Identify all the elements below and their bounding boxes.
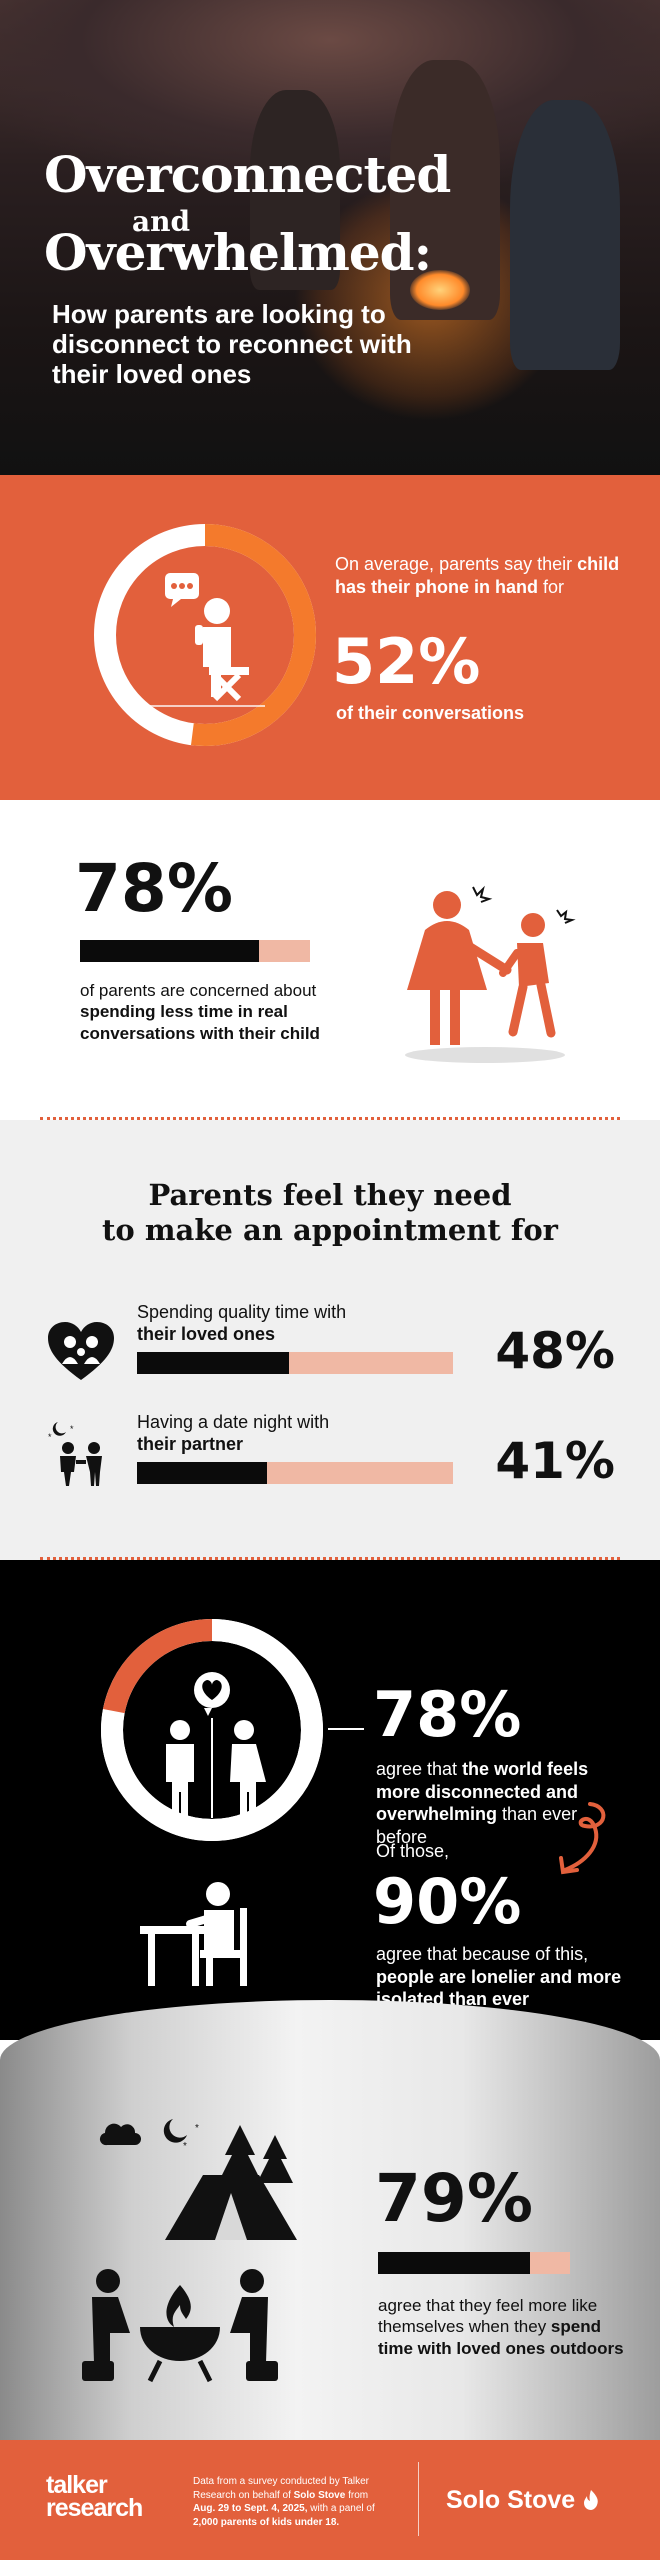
phone-stat-caption: of their conversations [336, 703, 525, 723]
outdoors-bar [378, 2252, 570, 2274]
hero-section: Overconnected and Overwhelmed: How paren… [0, 0, 660, 475]
appointment-bar-fill [137, 1462, 267, 1484]
row2-label-bold: their partner [137, 1433, 244, 1454]
solo-stove-logo: Solo Stove [446, 2486, 600, 2515]
appointment-title: Parents feel they need to make an appoin… [0, 1178, 660, 1249]
note-part: with a panel of [307, 2503, 375, 2514]
row1-label-bold: their loved ones [137, 1323, 276, 1344]
donut-remainder-arc [101, 1619, 323, 1841]
footer: talker research Data from a survey condu… [0, 2440, 660, 2560]
campfire-glow [410, 270, 470, 310]
note-part: Data from a survey conducted by Talker R… [193, 2476, 370, 2501]
disconnected-donut-chart [101, 1619, 323, 1841]
fire-pit-gathering-icon [82, 2269, 278, 2383]
appointment-title-line2: to make an appointment for [102, 1213, 558, 1248]
appointment-row-label: Having a date night with their partner [137, 1412, 329, 1455]
concern-stat-section: 78% of parents are concerned about spend… [0, 800, 660, 1120]
appointment-bar-fill [137, 1352, 289, 1374]
isolated-percent: 90% [373, 1865, 522, 1938]
hero-photo-person [250, 90, 340, 290]
svg-text:*: * [48, 1432, 52, 1442]
talker-research-logo: talker research [46, 2471, 143, 2522]
hero-photo-person [510, 100, 620, 370]
outdoors-section: * * 79% agree that they feel more like th… [0, 2000, 660, 2440]
parent-child-tugging-icon [405, 885, 576, 1063]
appointment-row-label: Spending quality time with their loved o… [137, 1302, 346, 1345]
concern-bar-fill [80, 940, 260, 962]
talker-logo-line1: talker [46, 2471, 108, 2499]
couple-night-icon: ** [48, 1422, 102, 1486]
outdoors-text-before: agree that they feel more like themselve… [378, 2296, 598, 2337]
appointment-bar [137, 1462, 453, 1484]
phone-donut-chart [94, 524, 316, 746]
disconnected-percent: 78% [373, 1678, 522, 1751]
note-bold: Solo Stove [293, 2489, 346, 2501]
section-divider [40, 1117, 620, 1120]
disconnected-text-after: than ever before [376, 1804, 578, 1847]
isolated-text: agree that because of this, people are l… [376, 1943, 626, 2011]
phone-text-after: for [538, 577, 565, 598]
note-bold: Aug. 29 to Sept. 4, 2025, [193, 2503, 308, 2514]
disconnected-text-bold: the world feels more disconnected and ov… [376, 1759, 589, 1824]
row2-label: Having a date night with [137, 1412, 330, 1432]
phone-text-bold: child has their phone in hand [335, 554, 620, 598]
of-those-label: Of those, [376, 1841, 450, 1861]
concern-text-before: of parents are concerned about [80, 981, 317, 1000]
appointment-percent: 48% [495, 1322, 615, 1380]
family-heart-icon [48, 1322, 114, 1380]
note-bold: 2,000 parents of kids under 18. [193, 2516, 340, 2528]
phone-text-before: On average, parents say their [335, 554, 573, 574]
hero-title-line1: Overconnected [44, 145, 451, 204]
person-on-phone-icon [145, 573, 265, 707]
talker-logo-line2: research [46, 2493, 143, 2522]
row1-label: Spending quality time with [137, 1302, 347, 1322]
person-alone-at-table-icon [140, 1882, 247, 1986]
disconnected-section: 78% agree that the world feels more disc… [0, 1560, 660, 2040]
svg-text:*: * [183, 2141, 187, 2152]
appointment-percent: 41% [495, 1432, 615, 1490]
outdoors-percent: 79% [375, 2160, 533, 2237]
disconnected-text-before: agree that [376, 1759, 463, 1779]
survey-source-note: Data from a survey conducted by Talker R… [193, 2475, 393, 2529]
phone-stat-section: On average, parents say their child has … [0, 475, 660, 800]
svg-text:*: * [195, 2123, 199, 2134]
solo-stove-wordmark: Solo Stove [446, 2486, 576, 2514]
outdoors-text-bold: spend time with loved ones outdoors [378, 2317, 624, 2358]
section-divider [40, 1557, 620, 1560]
hero-title-line2: Overwhelmed: [44, 223, 432, 282]
appointment-title-line1: Parents feel they need [148, 1178, 512, 1212]
hero-title-and: and [132, 205, 191, 238]
concern-percent: 78% [75, 850, 233, 927]
curved-arrow-icon [559, 1802, 606, 1875]
outdoors-bar-fill [378, 2252, 530, 2274]
flame-icon [584, 2490, 598, 2510]
isolated-text-before: agree that because of this, [376, 1944, 589, 1964]
callout-line [328, 1728, 364, 1730]
concern-bar [80, 940, 310, 962]
svg-text:*: * [70, 1424, 74, 1434]
hero-subtitle: How parents are looking to disconnect to… [52, 299, 412, 389]
phone-stat-text: On average, parents say their child has … [335, 553, 625, 600]
phone-stat-percent: 52% [332, 625, 481, 698]
footer-divider [418, 2462, 419, 2536]
campsite-tent-icon: ** [99, 2119, 297, 2240]
disconnected-text: agree that the world feels more disconne… [376, 1758, 626, 1848]
couple-broken-heart-icon [166, 1672, 266, 1818]
outdoors-text: agree that they feel more like themselve… [378, 2295, 638, 2359]
concern-text-bold: spending less time in real conversations… [80, 1002, 320, 1043]
appointment-section: Parents feel they need to make an appoin… [0, 1120, 660, 1560]
donut-value-arc [94, 524, 316, 746]
note-part: from [345, 2489, 369, 2501]
concern-text: of parents are concerned about spending … [80, 980, 340, 1044]
appointment-bar [137, 1352, 453, 1374]
